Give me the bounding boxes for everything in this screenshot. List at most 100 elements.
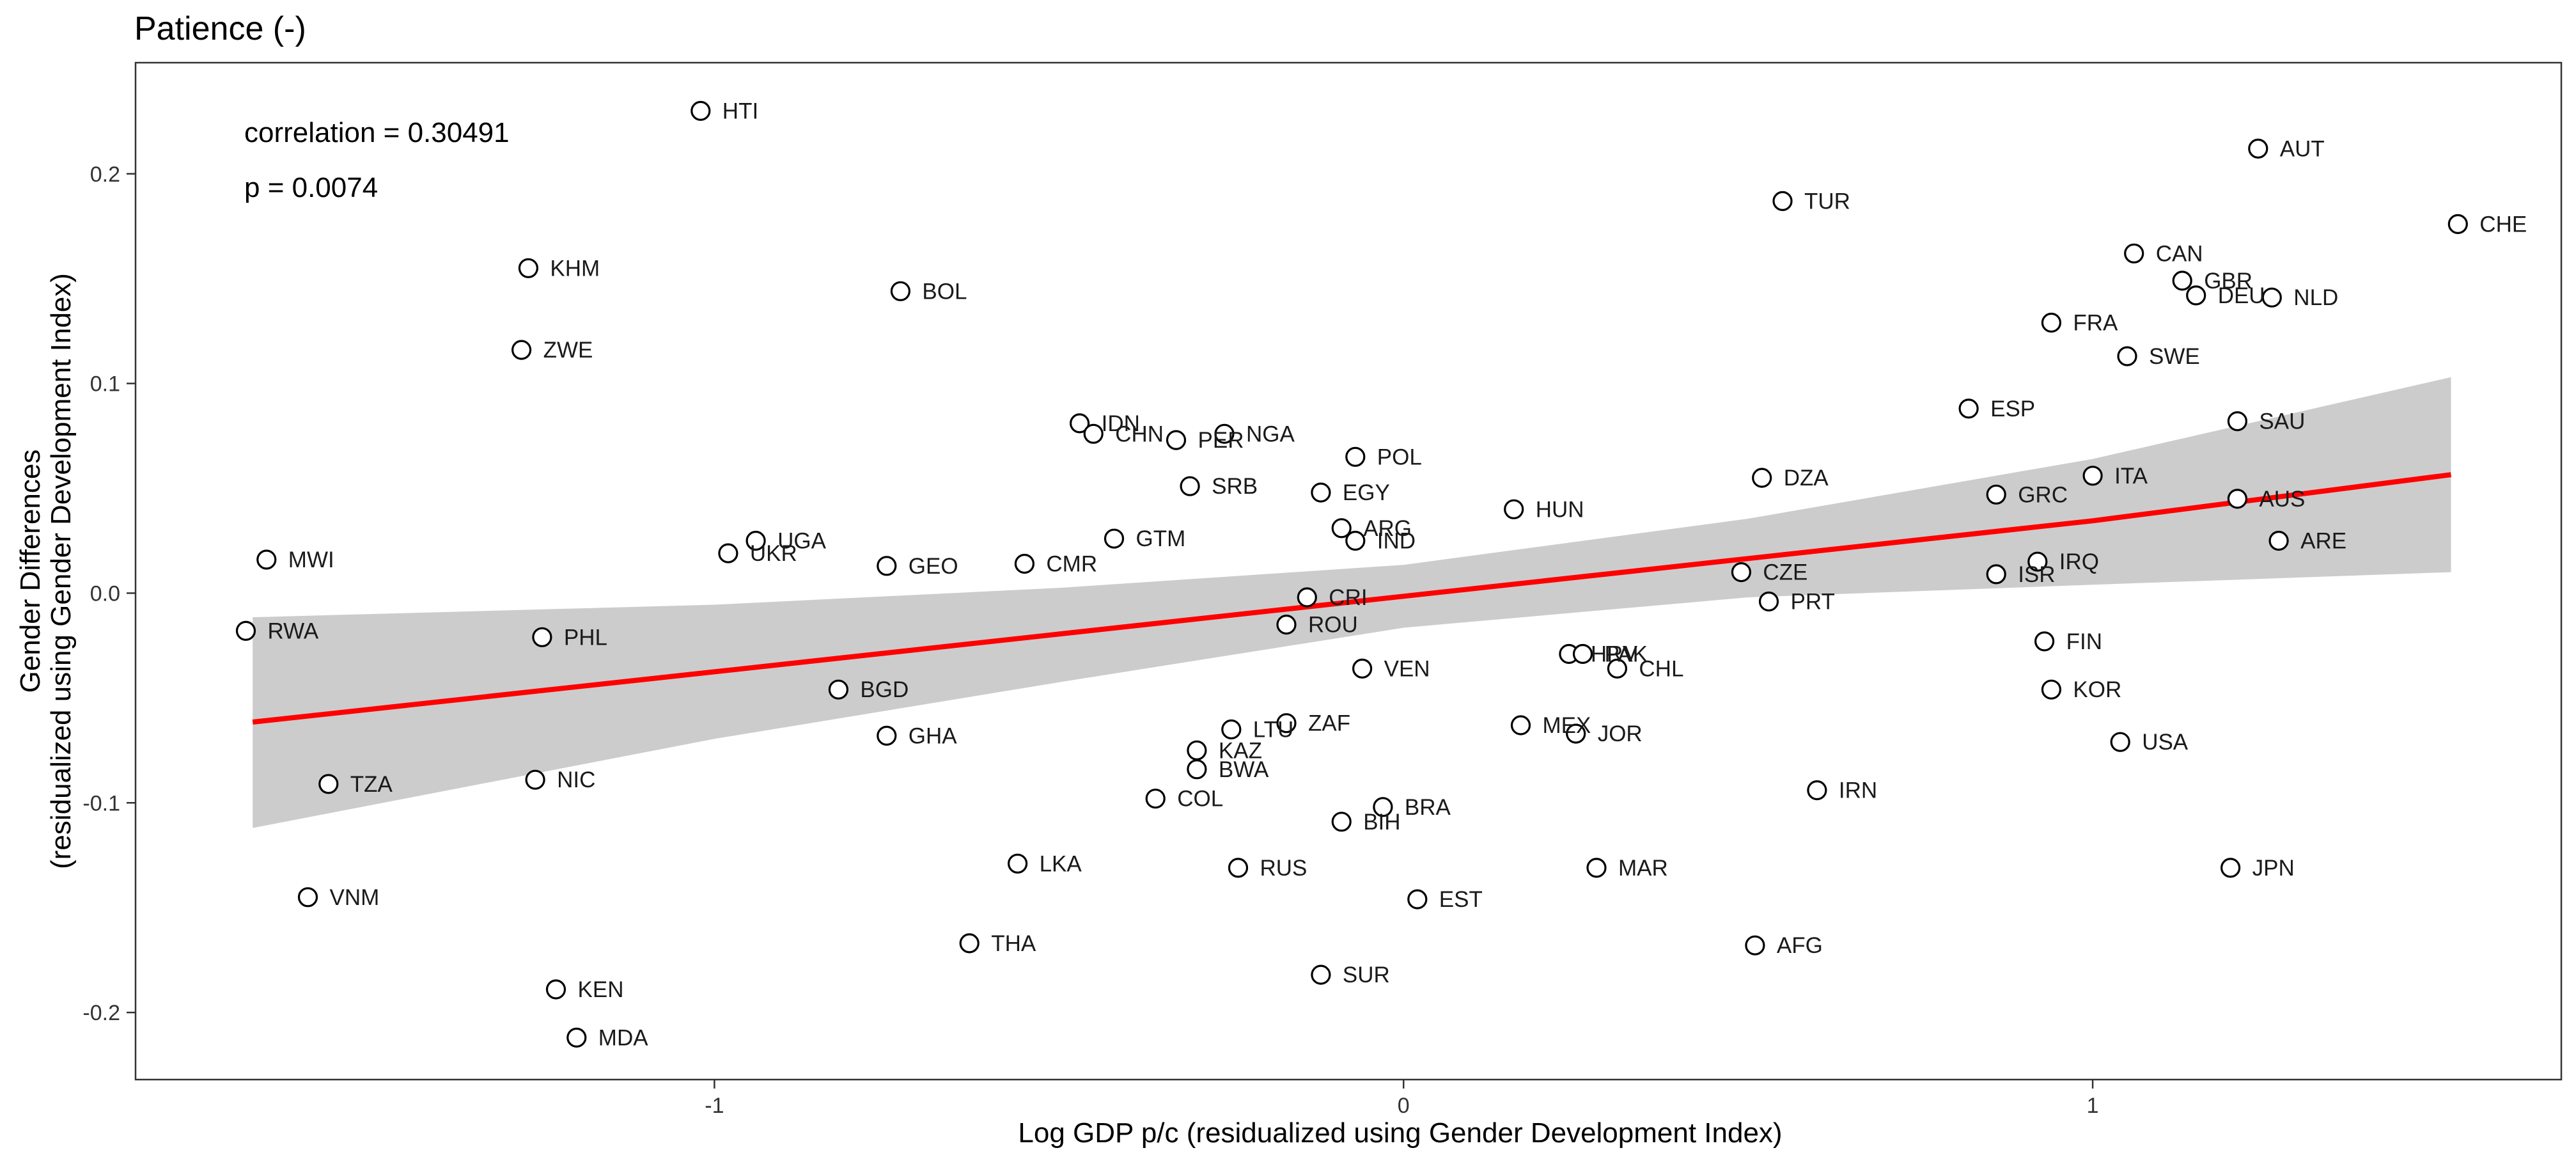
point-labels: HTI AUT TUR CHE CAN KHM GBR BOL DEU NLD FRA ZWE SWE E… (268, 98, 2527, 1050)
data-point (1345, 530, 1366, 551)
point-label: BIH (1363, 810, 1400, 835)
point-label: BRA (1405, 795, 1451, 820)
data-point (2186, 285, 2206, 306)
point-label: DZA (1784, 466, 1829, 491)
point-label: CHL (1639, 656, 1683, 681)
point-label: CAN (2156, 241, 2203, 266)
data-point (1166, 430, 1187, 450)
data-point (1311, 964, 1331, 985)
point-label: IDN (1102, 411, 1140, 436)
point-label: TZA (350, 772, 393, 797)
y-axis: -0.2 -0.1 0.0 0.1 0.2 (82, 162, 136, 1025)
point-label: IRN (1839, 778, 1877, 803)
data-point (1007, 853, 1028, 874)
y-tick-label: 0.1 (90, 372, 120, 397)
plot-area: HTI AUT TUR CHE CAN KHM GBR BOL DEU NLD FRA ZWE SWE E… (235, 98, 2527, 1050)
point-label: NGA (1246, 421, 1295, 446)
point-label: MDA (598, 1025, 648, 1050)
point-label: CMR (1046, 552, 1097, 577)
data-point (1958, 398, 1979, 419)
point-label: JPN (2252, 856, 2295, 881)
y-tick-label: 0.0 (90, 581, 120, 606)
data-point (1752, 468, 1772, 488)
data-point (1331, 518, 1352, 539)
data-point (1083, 423, 1104, 444)
data-point (518, 258, 539, 278)
data-point (318, 774, 339, 794)
data-point (1187, 740, 1207, 760)
data-point (1228, 858, 1249, 878)
data-point (2268, 530, 2289, 551)
data-point (235, 620, 256, 641)
data-point (877, 725, 897, 746)
data-point (1373, 797, 1393, 817)
data-point (2261, 287, 2282, 308)
data-point (1745, 935, 1765, 956)
y-axis-label-line1: Gender Differences (15, 450, 46, 693)
data-point (1221, 719, 1242, 740)
data-point (2041, 312, 2061, 333)
data-point (959, 933, 980, 954)
point-label: EST (1439, 887, 1483, 912)
point-label: ZWE (543, 338, 593, 363)
data-point (1772, 191, 1793, 211)
data-point (545, 979, 566, 1000)
data-point (1187, 759, 1207, 780)
point-label: CHE (2479, 212, 2527, 237)
point-label: UKR (750, 541, 797, 566)
point-label: COL (1177, 787, 1223, 812)
data-point (1331, 812, 1352, 832)
point-label: KOR (2073, 677, 2121, 702)
point-label: IND (1377, 529, 1416, 554)
y-tick-label: -0.2 (82, 1001, 120, 1025)
data-point (2041, 679, 2061, 700)
point-label: TUR (1804, 189, 1850, 214)
data-point (1014, 553, 1035, 574)
data-point (828, 679, 849, 700)
point-label: GRC (2018, 482, 2068, 507)
point-label: RUS (1260, 856, 1308, 881)
data-point (1145, 789, 1166, 809)
point-label: PAK (1605, 642, 1648, 667)
data-point (511, 340, 532, 360)
point-label: LTU (1253, 718, 1294, 743)
regression-line (252, 472, 2452, 725)
y-tick-label: -0.1 (82, 791, 120, 815)
data-point (1407, 889, 1428, 909)
x-tick-label: -1 (705, 1094, 724, 1118)
x-tick-label: 1 (2087, 1094, 2099, 1118)
data-point (256, 549, 277, 570)
point-label: MWI (288, 547, 334, 572)
point-label: POL (1377, 444, 1422, 469)
data-point (718, 543, 738, 563)
data-point (2034, 631, 2055, 652)
data-point (1986, 564, 2006, 585)
point-label: NIC (557, 767, 595, 792)
data-point (691, 100, 711, 121)
point-label: ROU (1308, 613, 1358, 638)
data-point (2082, 466, 2103, 486)
point-label: MEX (1543, 713, 1591, 738)
data-point (1758, 591, 1779, 612)
point-label: HRV (1591, 642, 1638, 667)
point-label: EGY (1343, 480, 1390, 505)
point-label: VEN (1384, 656, 1430, 681)
point-label: ZAF (1308, 711, 1350, 736)
data-point (1276, 713, 1297, 734)
data-point (1607, 658, 1627, 679)
point-label: PRT (1791, 590, 1835, 615)
data-point (877, 556, 897, 576)
point-label: HUN (1536, 497, 1584, 522)
data-point (2027, 551, 2048, 572)
point-label: UGA (777, 529, 827, 554)
point-label: DEU (2218, 283, 2265, 308)
data-point (532, 627, 552, 647)
data-point (1510, 715, 1531, 735)
point-label: AFG (1777, 933, 1823, 958)
point-label: GEO (909, 554, 958, 579)
data-point (297, 887, 318, 908)
data-point (745, 530, 766, 551)
point-label: GHA (909, 723, 958, 748)
x-axis-label: Log GDP p/c (residualized using Gender D… (1018, 1117, 1782, 1149)
data-points (235, 100, 2468, 1048)
